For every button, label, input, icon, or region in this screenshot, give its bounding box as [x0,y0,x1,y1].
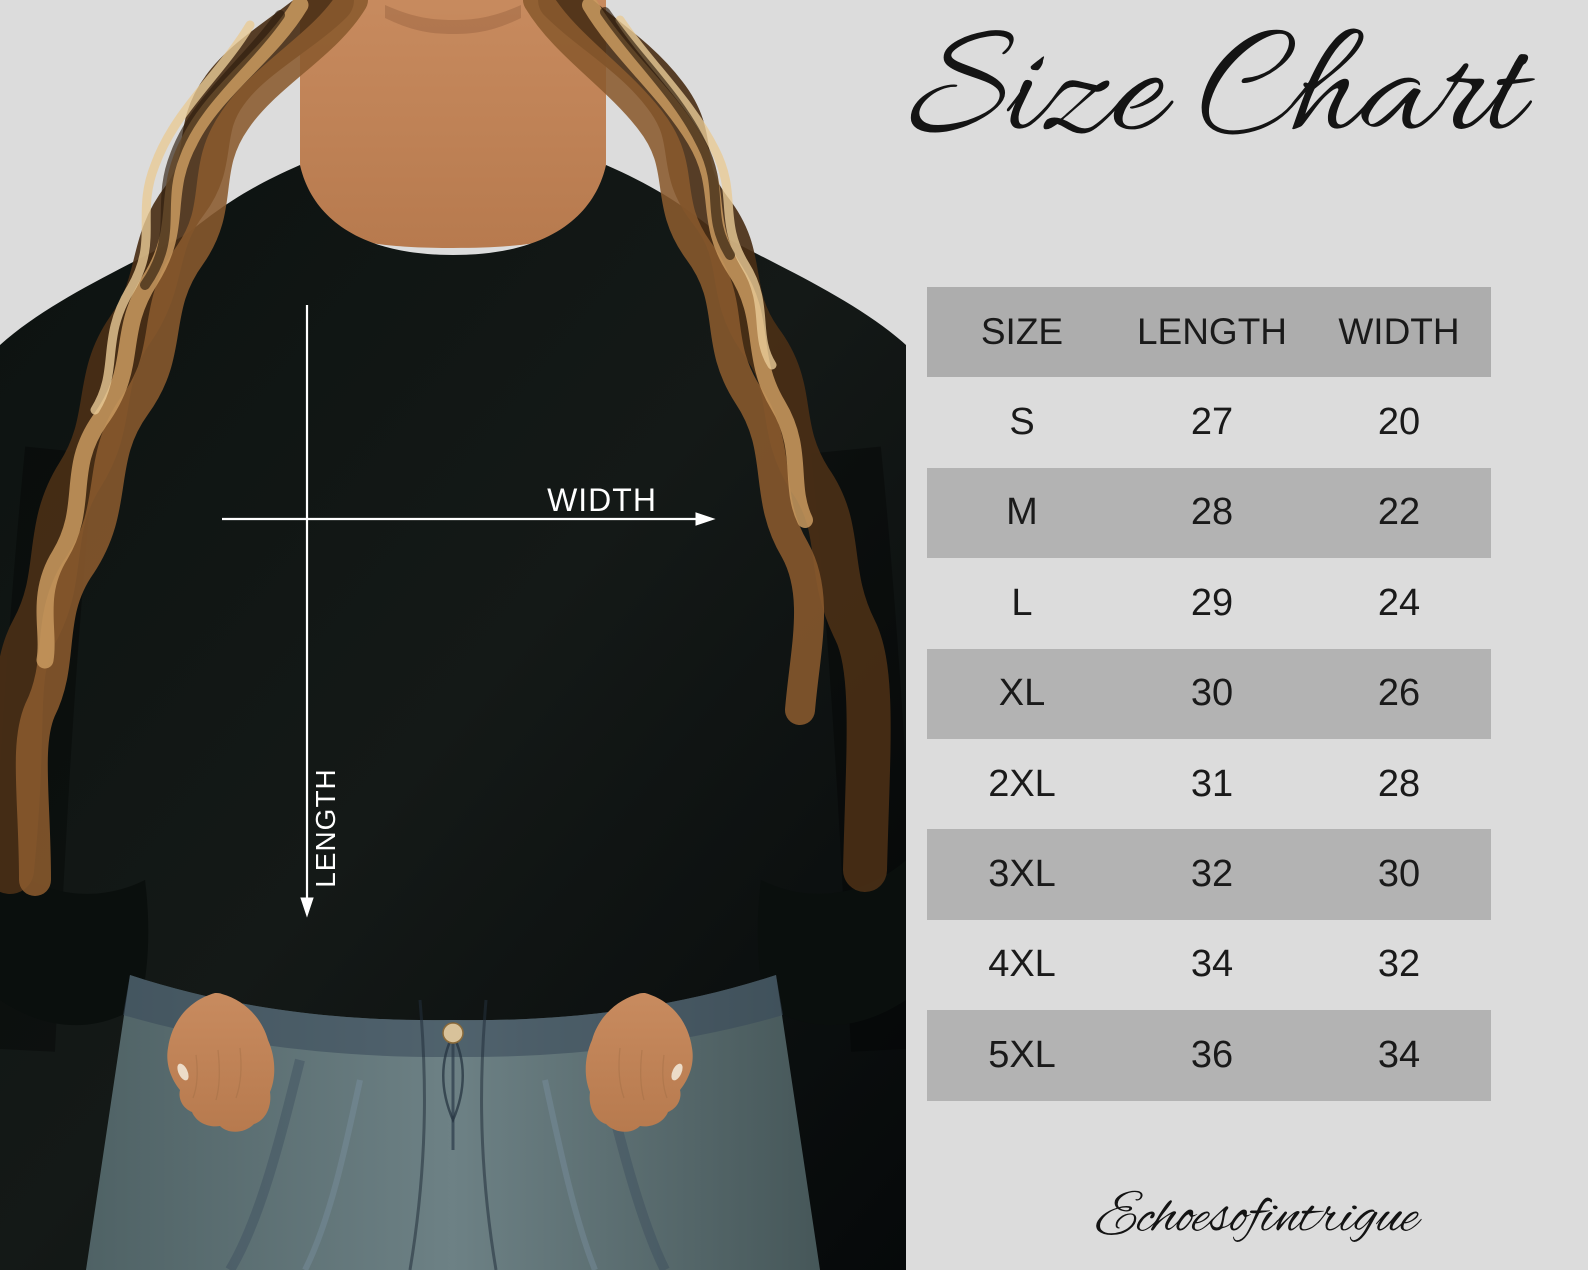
svg-text:LENGTH: LENGTH [310,768,341,888]
svg-text:WIDTH: WIDTH [547,482,657,518]
